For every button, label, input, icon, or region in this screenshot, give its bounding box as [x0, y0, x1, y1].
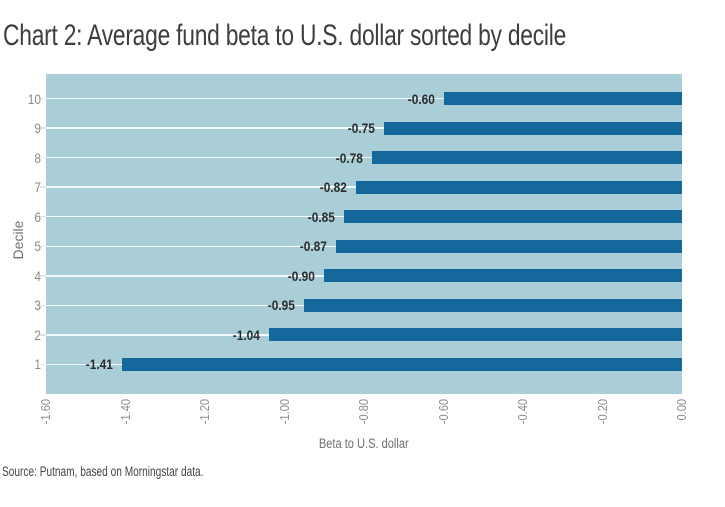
y-axis-tick [40, 304, 46, 307]
y-axis-tick [40, 215, 46, 218]
y-axis-tick [40, 334, 46, 336]
y-axis-tick-label: 1 [34, 356, 41, 373]
bar [371, 151, 682, 165]
bar [344, 210, 682, 224]
y-axis-tick-label: 6 [34, 208, 41, 225]
source-note: Source: Putnam, based on Morningstar dat… [2, 464, 204, 479]
bar [324, 269, 682, 283]
x-axis-tick-label: -0.80 [356, 399, 371, 425]
y-axis-tick [40, 156, 46, 159]
bar [121, 357, 682, 371]
plot-area: -0.60 -0.75 -0.78 -0.82 -0.85 -0.87 -0.90 -0.95… [46, 74, 682, 394]
bar [356, 180, 682, 194]
bar-value-label: -0.95 [268, 297, 296, 314]
x-axis-tick-label: 0.00 [674, 399, 689, 421]
y-axis-tick-label: 5 [34, 238, 41, 255]
y-axis-tick [40, 275, 46, 277]
bar [383, 121, 682, 135]
x-axis-tick-label: -0.40 [515, 399, 530, 425]
y-axis-tick [40, 363, 46, 366]
x-axis-tick-label: -0.60 [435, 399, 451, 425]
gridline [46, 97, 682, 100]
x-axis-title-text: Beta to U.S. dollar [319, 436, 409, 451]
bar-value-label: -0.60 [407, 90, 435, 107]
y-axis-tick-label: 3 [34, 297, 41, 314]
y-axis-tick-label: 9 [34, 120, 41, 137]
x-axis-tick-label: -1.00 [276, 399, 292, 425]
x-axis-title: Beta to U.S. dollar [46, 436, 682, 451]
bar [336, 239, 682, 253]
chart-title: Chart 2: Average fund beta to U.S. dolla… [3, 19, 567, 52]
y-axis-tick [40, 97, 46, 100]
x-axis-tick-label: -1.60 [38, 399, 53, 425]
y-axis-tick [40, 245, 46, 247]
y-axis-tick [40, 127, 46, 129]
y-axis-tick-label: 8 [34, 149, 41, 166]
y-axis-tick [40, 186, 46, 188]
bar [304, 298, 682, 312]
y-axis-tick-label: 10 [27, 90, 41, 107]
bar-value-label: -0.82 [319, 179, 348, 196]
gridline [46, 156, 682, 159]
bar-value-label: -0.87 [300, 238, 328, 255]
gridline [46, 127, 682, 129]
bar-value-label: -1.41 [85, 356, 113, 373]
x-axis-tick-label: -1.40 [117, 399, 133, 425]
bar-value-label: -0.90 [288, 267, 316, 284]
bar-value-label: -0.75 [347, 120, 375, 137]
y-axis-tick-label: 7 [34, 179, 41, 196]
bar [268, 328, 682, 342]
bar [443, 92, 682, 105]
bar-value-label: -0.78 [335, 149, 363, 166]
x-axis-tick-label: -1.20 [197, 399, 212, 425]
bar-value-label: -1.04 [232, 326, 260, 343]
x-axis-tick-label: -0.20 [594, 399, 610, 425]
y-axis-tick-label: 4 [34, 267, 41, 284]
bar-value-label: -0.85 [307, 208, 336, 225]
y-axis-tick-label: 2 [34, 326, 41, 343]
